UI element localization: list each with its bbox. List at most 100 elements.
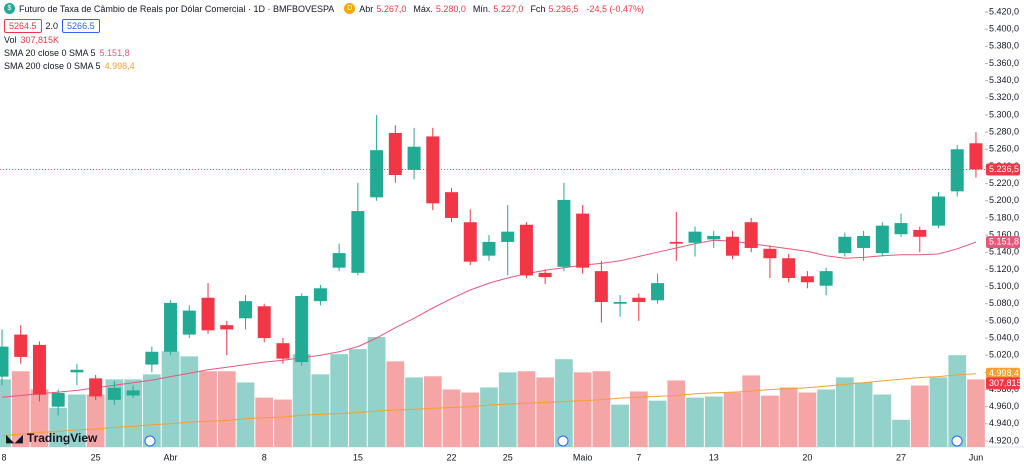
x-tick-label: 22	[447, 452, 457, 462]
candle-body	[0, 346, 9, 377]
bid-button[interactable]: 5264.5	[4, 19, 42, 33]
candle-body	[800, 276, 814, 283]
candle-body	[894, 223, 908, 235]
x-tick-label: 25	[91, 452, 101, 462]
volume-bar	[442, 389, 461, 447]
sma-legend: SMA 20 close 0 SMA 5 5.151,8	[4, 48, 130, 58]
volume-bar	[648, 400, 667, 447]
y-tick-label: 5.280,0	[989, 127, 1019, 137]
volume-bar	[798, 392, 817, 447]
volume-bar	[217, 371, 236, 447]
volume-bar	[386, 361, 405, 447]
candle-body	[426, 136, 440, 204]
candle-body	[182, 310, 196, 335]
event-badge	[951, 435, 963, 447]
volume-bar	[611, 404, 629, 447]
candle-body	[482, 241, 496, 256]
y-tick-label: 4.920,0	[989, 435, 1019, 445]
header: $ Futuro de Taxa de Câmbio de Reals por …	[4, 3, 644, 14]
candle-body	[14, 334, 28, 357]
y-tick-label: 5.420,0	[989, 6, 1019, 16]
candle-body	[388, 132, 402, 176]
volume-bar	[873, 394, 892, 447]
volume-bar	[555, 359, 573, 447]
ohlc-value: 5.280,0	[435, 3, 466, 14]
candle-body	[70, 369, 84, 373]
y-tick-label: 4.960,0	[989, 401, 1019, 411]
volume-bar	[929, 377, 948, 447]
candle-body	[613, 302, 627, 304]
y-tick-label: 5.400,0	[989, 24, 1019, 34]
sma-tag-bg	[986, 367, 1020, 380]
quote-row: 5264.5 2.0 5266.5	[4, 19, 100, 33]
volume-bar	[11, 371, 30, 447]
volume-bar	[311, 374, 330, 447]
ohlc-value: 5.236,5	[548, 3, 579, 14]
volume-bar	[742, 375, 761, 447]
x-tick-label: 27	[896, 452, 906, 462]
volume-bar	[779, 387, 798, 447]
y-tick-label: 5.220,0	[989, 178, 1019, 188]
x-tick-label: 8	[1, 452, 6, 462]
x-tick-label: Maio	[573, 452, 593, 462]
last-price-tag: 5.236,5	[989, 164, 1019, 174]
candle-body	[201, 297, 215, 331]
ask-button[interactable]: 5266.5	[62, 19, 100, 33]
volume-value: 307,815K	[20, 35, 60, 45]
volume-bar	[274, 399, 292, 447]
candle-body	[351, 211, 365, 273]
y-tick-label: 5.020,0	[989, 350, 1019, 360]
volume-bar	[86, 394, 105, 447]
volume-bar	[255, 397, 274, 447]
candle-body	[669, 241, 683, 244]
sma-legend: SMA 200 close 0 SMA 5 4.998,4	[4, 61, 135, 71]
y-tick-label: 5.380,0	[989, 41, 1019, 51]
logo-text: TradingView	[26, 431, 98, 445]
volume-bar	[686, 397, 704, 447]
candle-body	[145, 351, 159, 365]
candle-body	[819, 271, 833, 286]
ohlc-label: Mín.	[472, 3, 491, 14]
candle-body	[932, 196, 945, 226]
sma-tag: 4.998,4	[989, 368, 1019, 378]
symbol-icon: $	[4, 3, 15, 14]
sma-name: SMA 200 close 0 SMA 5	[4, 61, 101, 71]
spread: 2.0	[45, 21, 59, 31]
delay-icon: D	[344, 3, 356, 14]
volume-bar	[480, 387, 498, 447]
volume-bar	[592, 371, 611, 447]
candle-body	[875, 225, 889, 254]
candle-body	[32, 344, 46, 395]
ohlc-value: 5.267,0	[376, 3, 407, 14]
candle-body	[857, 235, 871, 248]
candle-body	[744, 222, 758, 248]
volume-bar	[423, 376, 442, 447]
chart-title: Futuro de Taxa de Câmbio de Reals por Dó…	[19, 3, 335, 14]
candle-body	[126, 390, 140, 396]
x-tick-label: 15	[353, 452, 363, 462]
volume-bar	[461, 392, 480, 447]
candle-body	[463, 222, 477, 262]
candle-body	[782, 258, 796, 278]
sma-line	[1, 373, 977, 437]
y-tick-label: 5.180,0	[989, 212, 1019, 222]
candle-body	[763, 248, 777, 259]
volume-bar	[236, 382, 255, 447]
candle-body	[370, 150, 384, 198]
y-tick-label: 4.940,0	[989, 418, 1019, 428]
logo: ◣◢ TradingView	[6, 431, 97, 445]
candle-body	[238, 301, 252, 319]
candle-body	[445, 192, 459, 218]
candle-body	[913, 229, 927, 237]
volume-bar	[0, 379, 11, 447]
y-tick-label: 5.360,0	[989, 58, 1019, 68]
sma-line	[1, 239, 977, 398]
volume-bar	[948, 355, 967, 447]
volume-legend: Vol 307,815K	[4, 35, 59, 45]
candle-body	[276, 343, 290, 359]
candle-body	[950, 149, 964, 192]
last-price-tag-bg	[986, 163, 1020, 176]
candle-body	[651, 283, 665, 301]
candle-body	[688, 231, 702, 243]
logo-icon: ◣◢	[6, 432, 23, 445]
